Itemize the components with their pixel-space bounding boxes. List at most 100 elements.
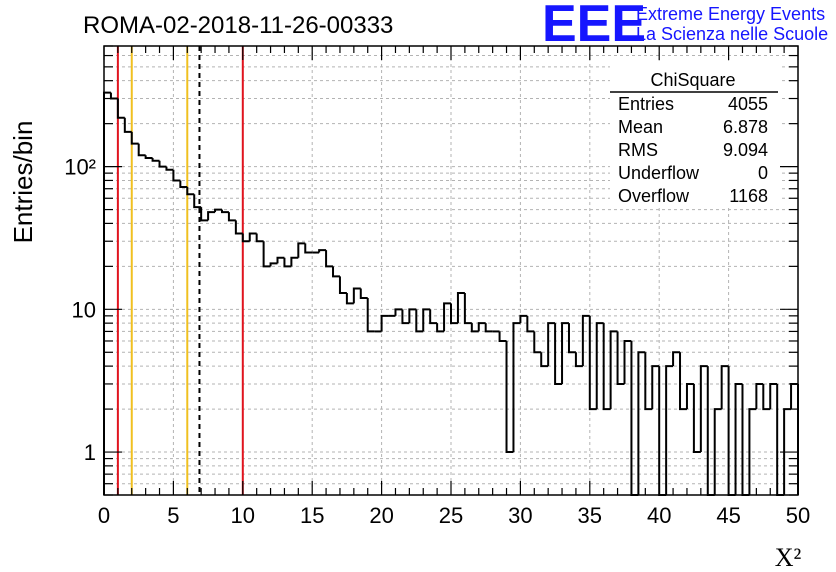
stats-label: Mean <box>618 117 663 137</box>
x-tick-label: 20 <box>369 503 393 528</box>
x-axis-label: X² <box>775 543 802 572</box>
histogram-bin <box>609 330 618 410</box>
stats-value: 4055 <box>728 94 768 114</box>
histogram-bin <box>706 366 715 496</box>
histogram-bin <box>748 408 757 495</box>
histogram-bin <box>727 366 736 496</box>
histogram-bin <box>595 322 604 410</box>
y-tick-label: 10 <box>72 297 96 322</box>
histogram-bin <box>699 365 708 453</box>
histogram-bin <box>144 155 153 159</box>
histogram-bin <box>658 366 667 496</box>
histogram-bin <box>484 323 493 333</box>
x-tick-label: 0 <box>98 503 110 528</box>
histogram-bin <box>276 256 285 264</box>
histogram-bin <box>429 309 438 325</box>
histogram-bin <box>366 298 375 333</box>
histogram-bin <box>394 308 403 316</box>
y-axis-label: Entries/bin <box>8 121 38 244</box>
stats-label: Underflow <box>618 163 700 183</box>
histogram-bin <box>186 186 195 196</box>
histogram-bin <box>644 352 653 411</box>
histogram-bin <box>734 382 743 495</box>
histogram-bin <box>692 383 701 454</box>
histogram-bin <box>616 331 625 385</box>
histogram-bin <box>443 302 451 332</box>
stats-box-background <box>610 64 780 207</box>
histogram-bin <box>380 314 389 332</box>
histogram-bin <box>241 233 250 243</box>
histogram-bin <box>783 408 792 495</box>
histogram-bin <box>200 207 209 222</box>
y-tick-label: 10² <box>64 155 96 180</box>
logo-line-1: Extreme Energy Events <box>636 4 825 24</box>
histogram-bin <box>762 383 771 411</box>
histogram-bin <box>116 98 125 119</box>
stats-label: Overflow <box>618 186 690 206</box>
x-tick-label: 35 <box>578 503 602 528</box>
histogram-bin <box>234 220 243 235</box>
histogram-bin <box>408 308 417 324</box>
eee-logo: EEE Extreme Energy Events La Scienza nel… <box>542 0 828 53</box>
histogram-bin <box>130 131 139 145</box>
stats-title: ChiSquare <box>650 70 735 90</box>
x-tick-label: 30 <box>508 503 532 528</box>
vertical-lines <box>116 46 244 495</box>
histogram-bin <box>574 352 583 368</box>
histogram-bin <box>588 315 597 411</box>
histogram-bin <box>109 92 118 100</box>
histogram-bin <box>665 365 674 495</box>
histogram-bin <box>332 266 340 278</box>
histogram-bin <box>720 365 729 410</box>
histogram-bin <box>672 351 681 367</box>
histogram-bin <box>415 309 424 333</box>
y-tick-label: 1 <box>84 440 96 465</box>
histogram-bin <box>755 382 764 410</box>
histogram-bin <box>401 309 410 325</box>
stats-value: 1168 <box>729 186 768 206</box>
stats-label: Entries <box>618 94 674 114</box>
histogram-bin <box>123 117 132 133</box>
histogram-bin <box>623 339 632 384</box>
stats-value: 9.094 <box>723 140 768 160</box>
histogram-bin <box>561 322 569 384</box>
histogram-bin <box>456 292 465 324</box>
x-tick-label: 45 <box>716 503 740 528</box>
histogram-bin <box>637 351 646 495</box>
histogram-bin <box>776 383 785 496</box>
histogram-bin <box>220 209 229 214</box>
stats-box: ChiSquare Entries 4055 Mean 6.878 RMS 9.094 Un… <box>610 64 780 207</box>
chart-title: ROMA-02-2018-11-26-00333 <box>83 12 393 39</box>
histogram-bin <box>519 314 528 324</box>
histogram-bin <box>769 382 778 410</box>
stats-value: 0 <box>758 163 768 183</box>
histogram-bin <box>297 242 306 258</box>
histogram-bin <box>283 257 292 268</box>
histogram-bin <box>338 276 347 295</box>
histogram-bin <box>179 180 188 188</box>
histogram-bin <box>318 249 327 253</box>
x-tick-label: 10 <box>231 503 255 528</box>
histogram-bin <box>505 340 514 454</box>
histogram-bin <box>151 157 160 162</box>
histogram-bin <box>269 262 278 267</box>
histogram-bin <box>290 256 299 267</box>
histogram-bin <box>436 323 445 333</box>
histogram-bin <box>207 211 216 221</box>
x-tick-label: 15 <box>300 503 324 528</box>
histogram-bin <box>255 233 264 243</box>
histogram-bin <box>581 314 590 367</box>
histogram-bin <box>262 241 271 268</box>
histogram-bin <box>547 322 556 367</box>
logo-line-2: La Scienza nelle Scuole <box>636 24 828 44</box>
histogram-bin <box>602 323 611 411</box>
histogram-bin <box>227 212 236 222</box>
x-tick-label: 5 <box>167 503 179 528</box>
histogram-bin <box>651 365 660 410</box>
histogram-bin <box>630 340 639 496</box>
histogram-bin <box>359 288 368 300</box>
stats-label: RMS <box>618 140 658 160</box>
histogram-bin <box>165 166 174 171</box>
axes: 0 5 10 15 20 25 30 35 40 45 50 1 10 10² <box>64 45 810 528</box>
